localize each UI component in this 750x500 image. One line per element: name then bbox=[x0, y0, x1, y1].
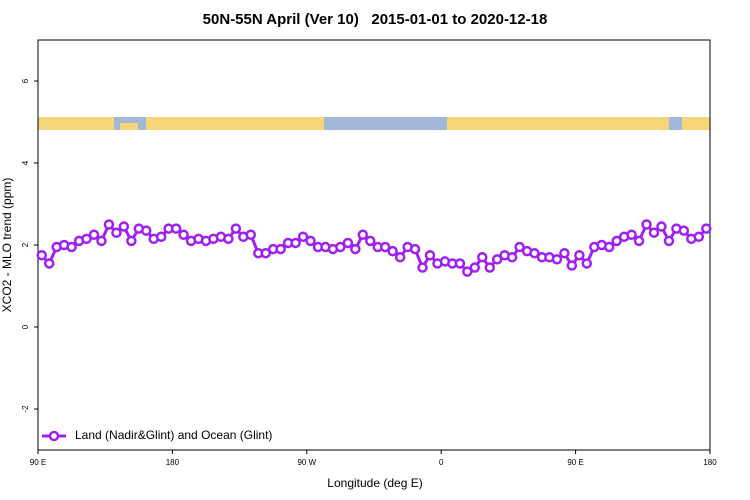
point bbox=[656, 221, 667, 232]
x-tick-label: 90 E bbox=[567, 458, 583, 467]
point bbox=[663, 235, 675, 247]
point bbox=[43, 258, 55, 269]
point bbox=[230, 223, 242, 234]
point bbox=[693, 231, 705, 243]
point bbox=[245, 229, 257, 240]
land-band bbox=[38, 117, 114, 130]
y-tick-label: 2 bbox=[21, 242, 30, 247]
point bbox=[551, 254, 563, 265]
point bbox=[111, 227, 122, 238]
point bbox=[581, 258, 593, 269]
y-tick-label: 4 bbox=[21, 160, 30, 165]
point bbox=[342, 237, 354, 249]
point bbox=[701, 223, 712, 234]
point bbox=[626, 229, 637, 240]
point bbox=[81, 233, 92, 245]
point bbox=[424, 250, 436, 261]
point bbox=[574, 250, 585, 261]
point bbox=[96, 235, 107, 247]
point bbox=[641, 219, 652, 230]
point bbox=[126, 235, 137, 247]
point bbox=[88, 229, 100, 240]
legend-marker bbox=[48, 430, 60, 442]
point bbox=[155, 231, 167, 243]
point bbox=[275, 243, 286, 255]
x-tick-label: 180 bbox=[703, 458, 717, 467]
point bbox=[469, 262, 481, 273]
point bbox=[417, 262, 428, 273]
point bbox=[357, 229, 369, 240]
x-tick-label: 0 bbox=[439, 458, 444, 467]
y-tick-label: 0 bbox=[21, 324, 30, 329]
point bbox=[66, 241, 77, 253]
point bbox=[566, 260, 578, 271]
x-axis-label: Longitude (deg E) bbox=[327, 476, 422, 490]
chart-title: 50N-55N April (Ver 10) 2015-01-01 to 202… bbox=[203, 11, 548, 28]
point bbox=[223, 233, 234, 245]
point bbox=[454, 258, 466, 269]
land-band bbox=[682, 117, 710, 130]
point bbox=[103, 219, 115, 230]
legend-label: Land (Nadir&Glint) and Ocean (Glint) bbox=[75, 428, 272, 442]
point bbox=[648, 227, 660, 238]
x-tick-label: 180 bbox=[166, 458, 180, 467]
point bbox=[559, 247, 570, 259]
point bbox=[394, 252, 406, 263]
point bbox=[462, 266, 473, 277]
point bbox=[387, 245, 398, 257]
point bbox=[350, 243, 361, 255]
point bbox=[365, 235, 376, 247]
x-tick-label: 90 E bbox=[30, 458, 46, 467]
point bbox=[335, 241, 346, 253]
point bbox=[529, 247, 540, 259]
land-band bbox=[447, 117, 669, 130]
point bbox=[491, 254, 503, 265]
y-tick-label: -2 bbox=[21, 405, 30, 413]
point bbox=[611, 235, 622, 247]
point bbox=[297, 231, 309, 243]
point bbox=[379, 241, 391, 253]
point bbox=[477, 252, 488, 263]
x-tick-label: 90 W bbox=[297, 458, 316, 467]
point bbox=[409, 243, 421, 255]
point bbox=[514, 241, 525, 253]
point bbox=[678, 225, 690, 236]
point bbox=[603, 241, 615, 253]
y-axis-label: XCO2 - MLO trend (ppm) bbox=[0, 178, 14, 313]
point bbox=[506, 252, 518, 263]
point bbox=[484, 262, 495, 273]
point bbox=[141, 225, 152, 236]
point bbox=[290, 237, 301, 249]
land-ocean-strip bbox=[38, 117, 710, 130]
land-band bbox=[120, 123, 138, 130]
y-tick-label: 6 bbox=[21, 78, 30, 83]
point bbox=[118, 221, 130, 232]
point bbox=[36, 250, 47, 261]
point bbox=[178, 229, 189, 240]
point bbox=[633, 235, 645, 247]
point bbox=[170, 223, 182, 234]
land-band bbox=[146, 117, 324, 130]
point bbox=[305, 235, 316, 247]
point bbox=[260, 247, 271, 259]
